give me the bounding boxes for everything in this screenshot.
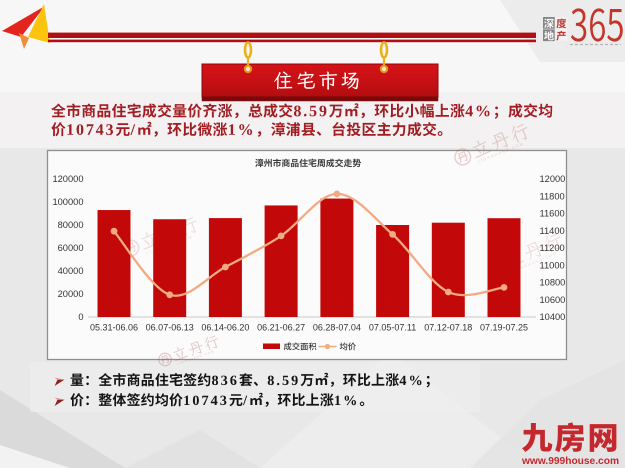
svg-text:www.999house.com: www.999house.com <box>521 456 619 467</box>
svg-text:60000: 60000 <box>58 243 84 253</box>
svg-text:07.05-07.11: 07.05-07.11 <box>369 323 416 333</box>
svg-text:100000: 100000 <box>52 197 83 207</box>
svg-text:06.28-07.04: 06.28-07.04 <box>313 323 361 333</box>
svg-text:20000: 20000 <box>58 289 84 299</box>
svg-text:06.14-06.20: 06.14-06.20 <box>201 323 249 333</box>
svg-text:120000: 120000 <box>52 174 83 184</box>
svg-text:07.19-07.25: 07.19-07.25 <box>480 323 528 333</box>
svg-text:80000: 80000 <box>58 220 84 230</box>
svg-text:06.21-06.27: 06.21-06.27 <box>257 323 305 333</box>
svg-text:11200: 11200 <box>540 243 565 253</box>
svg-text:0: 0 <box>78 312 83 322</box>
svg-text:10400: 10400 <box>540 312 566 322</box>
svg-text:05.31-06.06: 05.31-06.06 <box>90 323 138 333</box>
svg-text:06.07-06.13: 06.07-06.13 <box>146 323 194 333</box>
svg-text:11000: 11000 <box>540 260 565 270</box>
svg-text:11600: 11600 <box>540 209 565 219</box>
svg-text:07.12-07.18: 07.12-07.18 <box>424 323 472 333</box>
svg-text:40000: 40000 <box>58 266 84 276</box>
svg-text:12000: 12000 <box>540 174 566 184</box>
svg-text:11800: 11800 <box>540 191 565 201</box>
svg-text:11400: 11400 <box>540 226 565 236</box>
svg-text:10600: 10600 <box>540 295 566 305</box>
svg-text:10800: 10800 <box>540 278 566 288</box>
